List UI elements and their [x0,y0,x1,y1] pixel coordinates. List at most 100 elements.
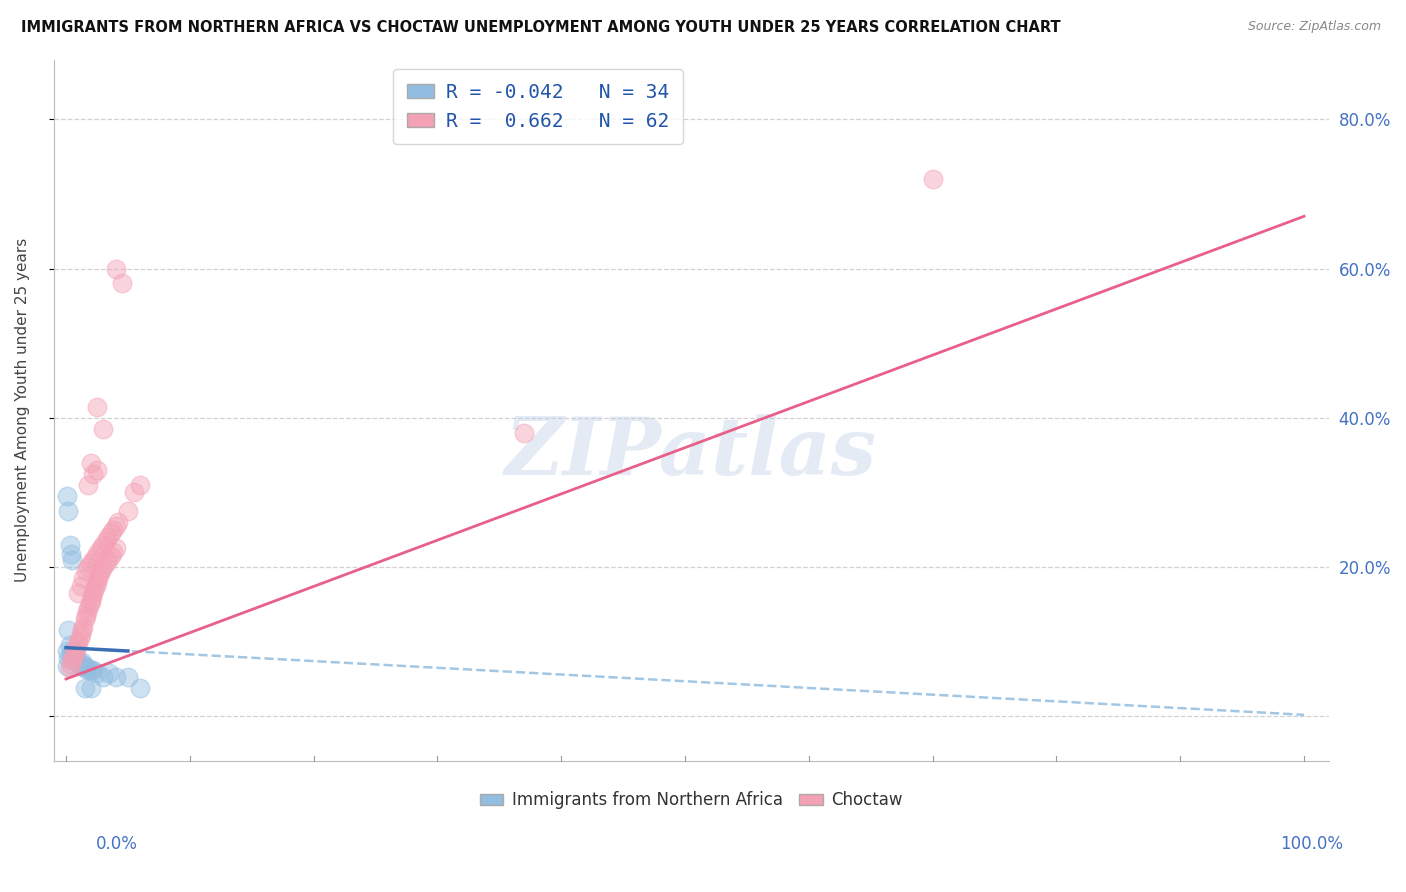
Point [87,571,110,585]
Point [77,478,100,492]
Point [104,519,127,533]
Point [73,612,96,626]
Point [86,400,108,414]
Point [73,681,96,695]
Point [80,557,103,571]
Point [60,552,83,566]
Point [59,547,82,561]
Point [67,586,90,600]
Point [921,172,943,186]
Text: IMMIGRANTS FROM NORTHERN AFRICA VS CHOCTAW UNEMPLOYMENT AMONG YOUTH UNDER 25 YEA: IMMIGRANTS FROM NORTHERN AFRICA VS CHOCT… [21,20,1060,35]
Point [66,639,89,653]
Point [56,489,79,503]
Point [86,666,108,681]
Point [70,655,93,669]
Point [111,277,134,291]
Point [56,658,79,673]
Point [100,526,122,541]
Point [56,643,79,657]
Point [80,681,103,695]
Y-axis label: Unemployment Among Youth under 25 years: Unemployment Among Youth under 25 years [15,238,30,582]
Point [65,650,87,665]
Point [58,624,80,638]
Point [97,552,120,566]
Point [63,646,86,660]
Point [122,485,145,500]
Text: 0.0%: 0.0% [96,835,138,853]
Point [89,567,111,582]
Point [70,658,93,673]
Point [58,651,80,665]
Point [94,533,117,548]
Point [117,671,139,685]
Point [84,549,107,563]
Point [87,545,110,559]
Point [90,564,112,578]
Point [104,261,127,276]
Point [129,681,152,695]
Point [73,658,96,673]
Point [59,657,82,671]
Point [80,590,103,604]
Point [80,663,103,677]
Point [62,643,84,657]
Text: 100.0%: 100.0% [1279,835,1343,853]
Point [59,661,82,675]
Point [65,642,87,657]
Point [59,646,82,660]
Point [98,666,121,681]
Point [82,467,104,481]
Point [77,560,100,574]
Point [129,478,152,492]
Point [70,627,93,641]
Point [75,661,97,675]
Point [91,671,114,685]
Point [70,579,93,593]
Point [63,649,86,664]
Point [80,593,103,607]
Point [72,657,94,672]
Point [91,538,114,552]
Point [94,557,117,571]
Point [69,631,91,645]
Point [100,549,122,563]
Point [67,656,90,670]
Legend: Immigrants from Northern Africa, Choctaw: Immigrants from Northern Africa, Choctaw [474,785,910,816]
Point [97,530,120,544]
Point [101,545,124,559]
Point [86,463,108,477]
Point [66,654,89,668]
Point [83,582,105,597]
Point [82,552,104,566]
Point [513,425,536,440]
Point [60,653,83,667]
Point [84,579,107,593]
Point [104,541,127,556]
Point [79,598,101,612]
Point [90,541,112,556]
Point [62,649,84,664]
Point [75,608,97,623]
Point [59,639,82,653]
Point [117,504,139,518]
Point [75,564,97,578]
Point [104,671,127,685]
Point [59,538,82,552]
Point [91,422,114,436]
Point [58,504,80,518]
Point [82,663,104,677]
Point [86,574,108,589]
Point [70,624,93,638]
Point [72,571,94,585]
Point [82,586,104,600]
Point [67,634,90,648]
Text: Source: ZipAtlas.com: Source: ZipAtlas.com [1247,20,1381,33]
Point [72,620,94,634]
Point [76,605,98,619]
Point [77,601,100,615]
Point [101,523,124,537]
Point [107,516,129,530]
Point [60,648,83,662]
Point [69,657,91,671]
Point [80,456,103,470]
